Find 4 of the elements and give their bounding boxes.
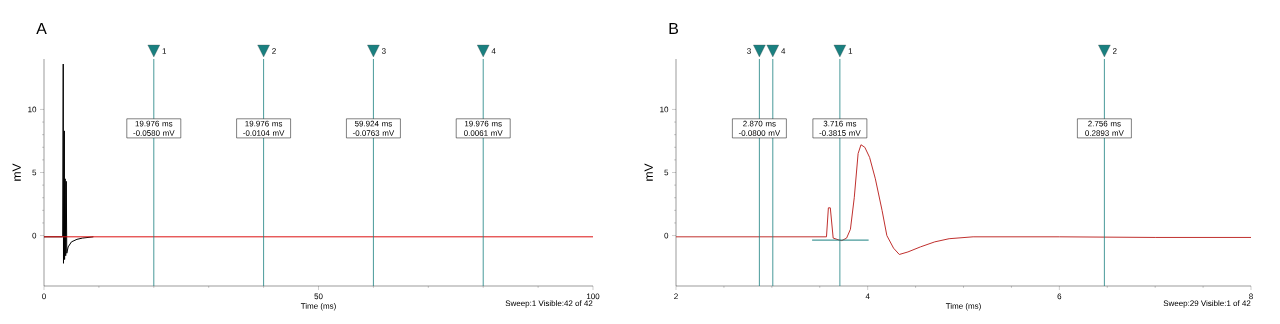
chart-title: B: [669, 23, 679, 34]
y-axis-title: mV: [644, 163, 653, 181]
chart-title: A: [36, 23, 47, 34]
y-axis-title: mV: [12, 163, 21, 181]
